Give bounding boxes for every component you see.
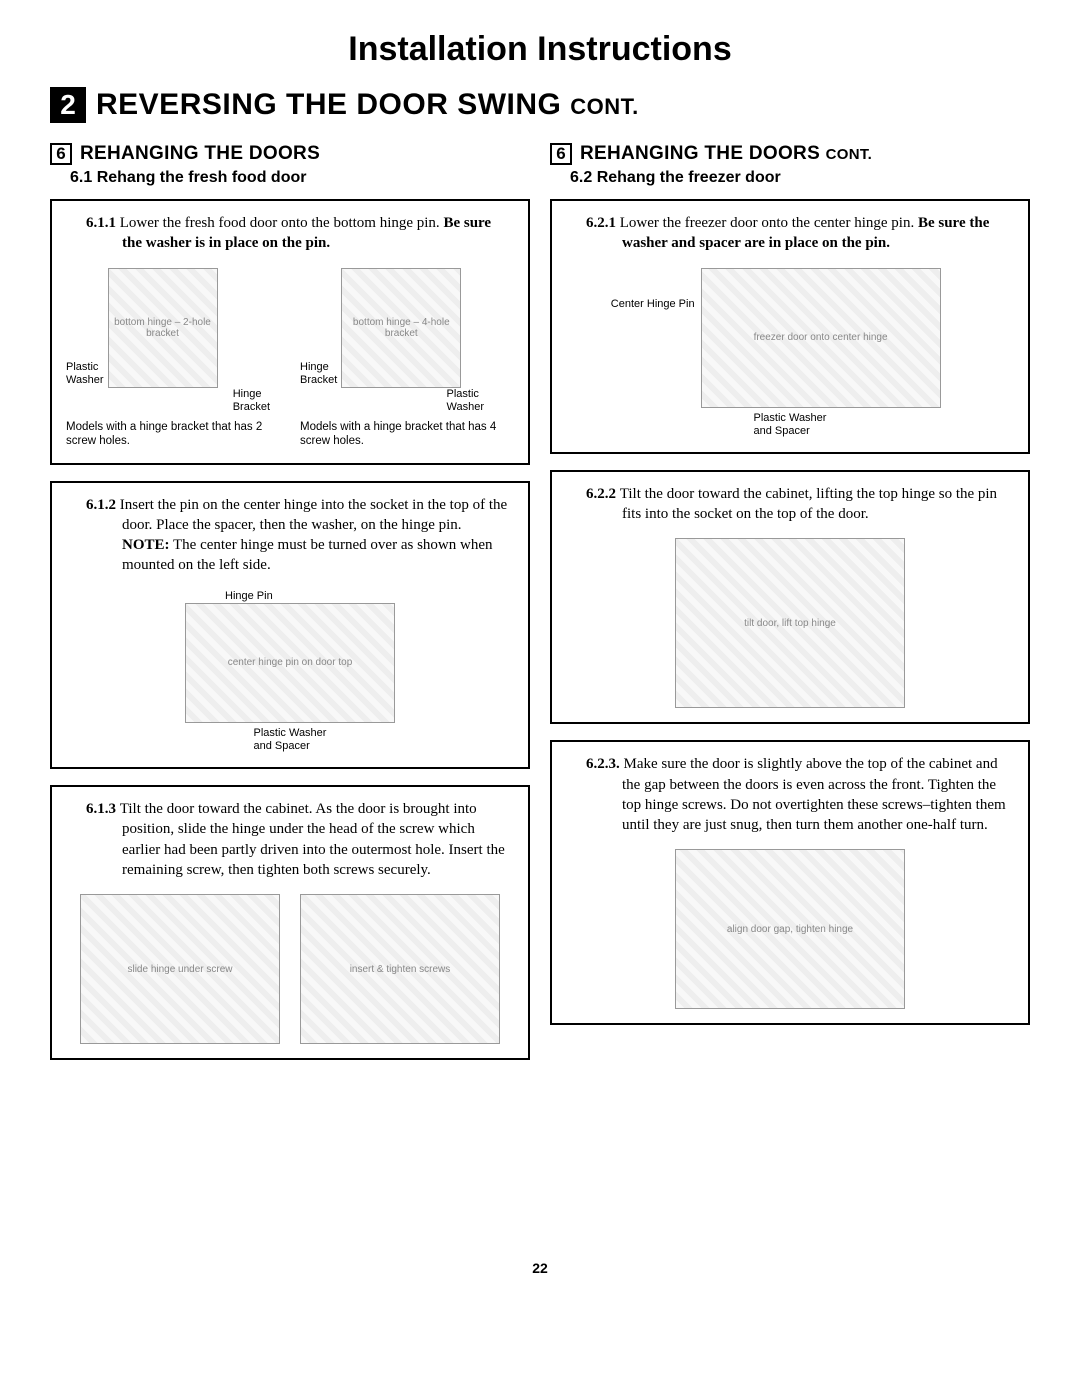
figure-621: Center Hinge Pin freezer door onto cente… — [611, 268, 969, 438]
step-622-text: Tilt the door toward the cabinet, liftin… — [620, 486, 997, 522]
fig-611a-caption: Models with a hinge bracket that has 2 s… — [66, 420, 280, 449]
fig-612-label-washer: Plastic Washer and Spacer — [254, 727, 327, 753]
step-612-text-a: Insert the pin on the center hinge into … — [120, 497, 507, 533]
step-623-text: Make sure the door is slightly above the… — [622, 756, 1006, 833]
fig-613b-placeholder: insert & tighten screws — [300, 894, 500, 1044]
sub-number-box: 6 — [50, 143, 72, 165]
figure-611-a: Plastic Washer bottom hinge – 2-hole bra… — [66, 268, 280, 449]
panel-613: 6.1.3 Tilt the door toward the cabinet. … — [50, 785, 530, 1060]
step-613-text: Tilt the door toward the cabinet. As the… — [120, 801, 505, 878]
figure-area-622: tilt door, lift top hinge — [566, 538, 1014, 708]
section-header: 2 REVERSING THE DOOR SWING CONT. — [50, 87, 1030, 123]
panel-622: 6.2.2 Tilt the door toward the cabinet, … — [550, 470, 1030, 725]
right-column: 6 REHANGING THE DOORS CONT. 6.2 Rehang t… — [550, 143, 1030, 1060]
fig-611a-placeholder: bottom hinge – 2-hole bracket — [108, 268, 218, 388]
panel-611: 6.1.1 Lower the fresh food door onto the… — [50, 199, 530, 465]
right-header-block: 6 REHANGING THE DOORS CONT. 6.2 Rehang t… — [550, 143, 1030, 193]
figure-611-b: Hinge Bracket bottom hinge – 4-hole brac… — [300, 268, 514, 449]
fig-621-placeholder: freezer door onto center hinge — [701, 268, 941, 408]
section-title-cont: CONT. — [570, 94, 639, 119]
fig-611b-label-bracket: Hinge Bracket — [300, 361, 337, 387]
fig-611b-placeholder: bottom hinge – 4-hole bracket — [341, 268, 461, 388]
sub-number-box-right: 6 — [550, 143, 572, 165]
fig-623-placeholder: align door gap, tighten hinge — [675, 849, 905, 1009]
subsub-title-61: 6.1 Rehang the fresh food door — [70, 169, 530, 187]
figure-area-613: slide hinge under screw insert & tighten… — [66, 894, 514, 1044]
step-621-num: 6.2.1 — [586, 215, 616, 231]
panel-621: 6.2.1 Lower the freezer door onto the ce… — [550, 199, 1030, 454]
section-number-box: 2 — [50, 87, 86, 123]
figure-area-612: Hinge Pin center hinge pin on door top P… — [66, 590, 514, 754]
step-612-note-label: NOTE: — [122, 537, 170, 553]
section-title: REVERSING THE DOOR SWING CONT. — [96, 88, 639, 122]
step-613-num: 6.1.3 — [86, 801, 116, 817]
figure-612: Hinge Pin center hinge pin on door top P… — [185, 590, 395, 754]
step-622: 6.2.2 Tilt the door toward the cabinet, … — [586, 484, 1014, 525]
fig-611b-caption: Models with a hinge bracket that has 4 s… — [300, 420, 514, 449]
sub-header-right: 6 REHANGING THE DOORS CONT. — [550, 143, 1030, 165]
subsub-title-62: 6.2 Rehang the freezer door — [570, 169, 1030, 187]
panel-612: 6.1.2 Insert the pin on the center hinge… — [50, 481, 530, 770]
fig-611b-label-washer: Plastic Washer — [447, 388, 485, 414]
fig-612-placeholder: center hinge pin on door top — [185, 603, 395, 723]
section-title-text: REVERSING THE DOOR SWING — [96, 88, 561, 121]
fig-611a-label-washer: Plastic Washer — [66, 361, 104, 387]
step-611-text-a: Lower the fresh food door onto the botto… — [120, 215, 444, 231]
step-612-num: 6.1.2 — [86, 497, 116, 513]
left-column: 6 REHANGING THE DOORS 6.1 Rehang the fre… — [50, 143, 530, 1060]
step-612: 6.1.2 Insert the pin on the center hinge… — [86, 495, 514, 576]
fig-613a-placeholder: slide hinge under screw — [80, 894, 280, 1044]
step-622-num: 6.2.2 — [586, 486, 616, 502]
fig-611a-label-bracket: Hinge Bracket — [233, 388, 270, 414]
figure-area-623: align door gap, tighten hinge — [566, 849, 1014, 1009]
page-number: 22 — [50, 1260, 1030, 1276]
fig-621-label-pin: Center Hinge Pin — [611, 298, 695, 311]
sub-title-right-text: REHANGING THE DOORS — [580, 143, 820, 164]
left-header-block: 6 REHANGING THE DOORS 6.1 Rehang the fre… — [50, 143, 530, 193]
step-621: 6.2.1 Lower the freezer door onto the ce… — [586, 213, 1014, 254]
panel-623: 6.2.3. Make sure the door is slightly ab… — [550, 740, 1030, 1025]
step-611-num: 6.1.1 — [86, 215, 116, 231]
sub-title-right: REHANGING THE DOORS CONT. — [580, 143, 872, 165]
fig-622-placeholder: tilt door, lift top hinge — [675, 538, 905, 708]
fig-612-label-pin: Hinge Pin — [225, 590, 273, 603]
step-621-text-a: Lower the freezer door onto the center h… — [620, 215, 918, 231]
step-611: 6.1.1 Lower the fresh food door onto the… — [86, 213, 514, 254]
figure-area-611: Plastic Washer bottom hinge – 2-hole bra… — [66, 268, 514, 449]
fig-621-label-washer: Plastic Washer and Spacer — [754, 412, 827, 438]
step-612-note-text: The center hinge must be turned over as … — [122, 537, 492, 573]
two-column-layout: 6 REHANGING THE DOORS 6.1 Rehang the fre… — [50, 143, 1030, 1060]
sub-title-left: REHANGING THE DOORS — [80, 143, 320, 165]
step-623-num: 6.2.3. — [586, 756, 620, 772]
step-623: 6.2.3. Make sure the door is slightly ab… — [586, 754, 1014, 835]
figure-area-621: Center Hinge Pin freezer door onto cente… — [566, 268, 1014, 438]
sub-header-left: 6 REHANGING THE DOORS — [50, 143, 530, 165]
step-613: 6.1.3 Tilt the door toward the cabinet. … — [86, 799, 514, 880]
sub-title-right-cont: CONT. — [826, 146, 873, 163]
page-title: Installation Instructions — [50, 30, 1030, 69]
